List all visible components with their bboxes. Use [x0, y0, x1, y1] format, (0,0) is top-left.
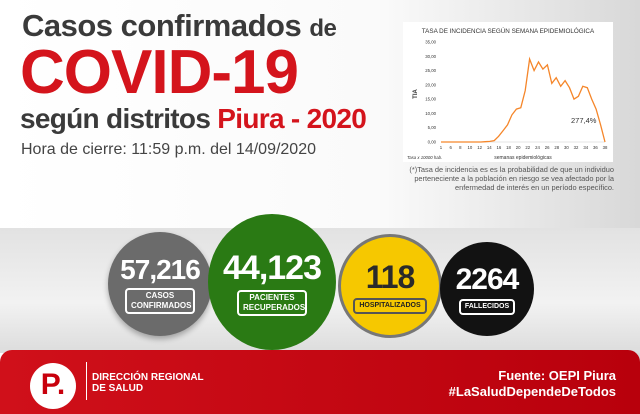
x-tick-label: 36	[593, 145, 598, 150]
y-axis-label: TIA	[413, 89, 419, 99]
recovered-label: PACIENTES RECUPERADOS	[237, 289, 307, 316]
x-tick-label: 6	[449, 145, 452, 150]
x-tick-label: 8	[459, 145, 462, 150]
x-tick-label: 34	[583, 145, 588, 150]
footer: P. DIRECCIÓN REGIONAL DE SALUD Fuente: O…	[0, 350, 640, 414]
rate-note: Tasa x 10000 hab.	[407, 155, 442, 160]
x-tick-label: 38	[603, 145, 608, 150]
y-tick-label: 10,00	[425, 111, 436, 116]
y-tick-label: 15,00	[425, 97, 436, 102]
annotation: 277,4%	[571, 116, 597, 125]
gobierno-regional-logo: P.	[30, 363, 76, 409]
x-axis-label: semanas epidemiológicas	[494, 155, 552, 161]
x-tick-label: 30	[564, 145, 569, 150]
recovered-card: 44,123 PACIENTES RECUPERADOS	[208, 214, 336, 350]
deaths-value: 2264	[455, 263, 520, 296]
y-tick-label: 0,00	[428, 140, 437, 145]
hospitalized-card: 118 HOSPITALIZADOS	[338, 234, 442, 338]
x-tick-label: 18	[506, 145, 511, 150]
chart-title: TASA DE INCIDENCIA SEGÚN SEMANA EPIDEMIO…	[422, 26, 595, 35]
x-tick-label: 1	[440, 145, 443, 150]
x-tick-label: 32	[574, 145, 579, 150]
y-tick-label: 5,00	[428, 125, 437, 130]
y-tick-label: 20,00	[425, 82, 436, 87]
x-tick-label: 10	[468, 145, 473, 150]
x-tick-label: 16	[496, 145, 501, 150]
deaths-label: FALLECIDOS	[458, 299, 516, 315]
x-tick-label: 12	[477, 145, 482, 150]
chart-footnote: (*)Tasa de incidencia es es la probabili…	[409, 165, 614, 192]
hashtag: #LaSaludDependeDeTodos	[448, 384, 616, 399]
incidence-chart: TASA DE INCIDENCIA SEGÚN SEMANA EPIDEMIO…	[403, 22, 613, 162]
confirmed-cases-card: 57,216 CASOS CONFIRMADOS	[108, 232, 212, 336]
title-line1: Casos confirmados de	[22, 8, 337, 43]
recovered-value: 44,123	[223, 248, 322, 287]
divider	[86, 362, 87, 400]
hospitalized-label: HOSPITALIZADOS	[353, 297, 427, 314]
x-tick-label: 14	[487, 145, 492, 150]
hospitalized-value: 118	[365, 258, 416, 295]
incidence-chart-svg: TASA DE INCIDENCIA SEGÚN SEMANA EPIDEMIO…	[407, 26, 608, 161]
source: Fuente: OEPI Piura #LaSaludDependeDeTodos	[449, 368, 616, 400]
series-line	[441, 56, 606, 143]
x-tick-label: 24	[535, 145, 540, 150]
closing-time: Hora de cierre: 11:59 p.m. del 14/09/202…	[21, 141, 316, 158]
y-tick-label: 35,00	[425, 40, 436, 45]
x-tick-label: 20	[516, 145, 521, 150]
y-tick-label: 30,00	[425, 54, 436, 59]
x-tick-label: 26	[545, 145, 550, 150]
x-tick-label: 28	[554, 145, 559, 150]
confirmed-label: CASOS CONFIRMADOS	[125, 288, 195, 314]
title-line3: según distritos Piura - 2020	[20, 103, 367, 134]
x-tick-label: 22	[525, 145, 530, 150]
source-text: Fuente: OEPI Piura	[498, 368, 616, 383]
title-covid: COVID-19	[20, 38, 299, 107]
deaths-card: 2264 FALLECIDOS	[440, 242, 534, 336]
y-tick-label: 25,00	[425, 68, 436, 73]
confirmed-value: 57,216	[120, 254, 201, 285]
org-name: DIRECCIÓN REGIONAL DE SALUD	[92, 372, 204, 394]
